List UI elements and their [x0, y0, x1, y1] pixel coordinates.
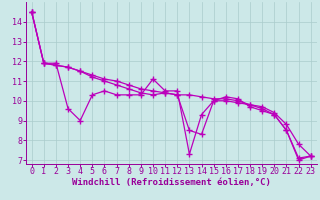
X-axis label: Windchill (Refroidissement éolien,°C): Windchill (Refroidissement éolien,°C)	[72, 178, 271, 187]
